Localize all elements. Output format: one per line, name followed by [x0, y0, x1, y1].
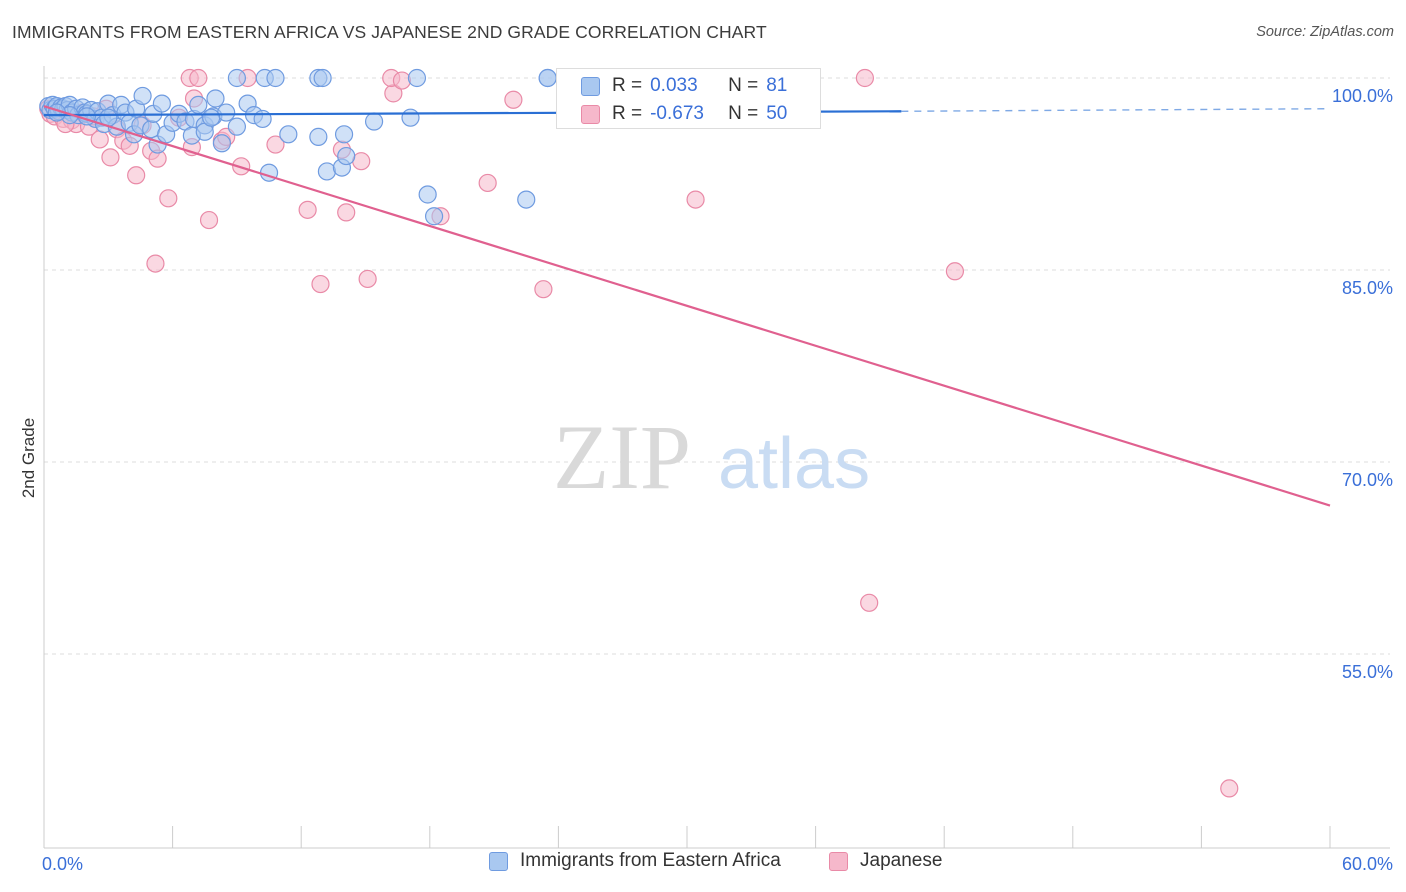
blue-point: [212, 134, 231, 153]
legend-item-japanese[interactable]: Japanese: [829, 850, 942, 872]
blue-point: [424, 207, 444, 226]
watermark-atlas: atlas: [718, 424, 870, 504]
pink-point: [146, 254, 165, 273]
pink-point: [189, 68, 208, 88]
blue-point: [538, 68, 557, 88]
source-label: Source: ZipAtlas.com: [1256, 24, 1394, 40]
r-value: 0.033: [650, 75, 698, 96]
blue-point: [253, 109, 272, 129]
legend-swatch-blue: [581, 76, 600, 96]
blue-point: [202, 108, 221, 127]
n-label: N =: [728, 103, 759, 124]
legend-swatch-pink: [581, 104, 600, 124]
blue-trend-extension: [901, 108, 1331, 112]
pink-point: [337, 203, 356, 222]
pink-point: [860, 593, 879, 612]
x-tick-label: 60.0%: [1342, 854, 1393, 874]
y-tick-label: 85.0%: [1342, 278, 1393, 298]
pink-point: [358, 269, 377, 289]
pink-point: [159, 189, 178, 208]
blue-point: [407, 68, 427, 88]
r-label: R =: [612, 75, 643, 96]
blue-point: [364, 112, 384, 131]
blue-point: [337, 146, 356, 166]
pink-point: [686, 190, 705, 209]
blue-point: [401, 108, 420, 127]
pink-point: [392, 71, 412, 90]
chart-title: IMMIGRANTS FROM EASTERN AFRICA VS JAPANE…: [12, 22, 767, 42]
legend-row-blue: R = 0.033 N = 81: [581, 72, 787, 100]
pink-point: [298, 200, 317, 219]
pink-point: [534, 280, 553, 299]
blue-point: [133, 86, 152, 106]
blue-point: [227, 117, 246, 136]
blue-point: [309, 127, 328, 146]
x-tick-label: 0.0%: [42, 854, 83, 874]
pink-point: [504, 90, 523, 109]
blue-point: [517, 190, 536, 209]
pink-point: [266, 135, 285, 154]
blue-point: [266, 68, 285, 88]
pink-point: [101, 148, 120, 167]
blue-point: [418, 185, 437, 204]
n-label: N =: [728, 75, 759, 96]
legend-label: Immigrants from Eastern Africa: [520, 850, 781, 871]
blue-point: [313, 68, 332, 88]
blue-point: [206, 89, 225, 108]
blue-point: [227, 68, 246, 88]
pink-point: [1220, 779, 1239, 798]
pink-point: [199, 210, 219, 230]
y-axis-title: 2nd Grade: [19, 418, 38, 498]
n-value: 81: [766, 75, 788, 96]
legend-label: Japanese: [860, 850, 943, 871]
pink-point: [945, 262, 965, 281]
pink-point: [478, 173, 497, 193]
blue-point: [279, 125, 298, 144]
y-tick-label: 70.0%: [1342, 470, 1393, 490]
series-legend: Immigrants from Eastern Africa Japanese: [0, 850, 1406, 880]
r-value: -0.673: [650, 103, 704, 124]
blue-point: [189, 95, 208, 114]
legend-row-pink: R = -0.673 N = 50: [581, 100, 787, 128]
y-tick-label: 100.0%: [1332, 86, 1393, 106]
pink-trend-line: [43, 105, 1331, 507]
n-value: 50: [766, 103, 788, 124]
pink-point: [127, 166, 146, 185]
tick-labels: 100.0% 85.0% 70.0% 55.0% 0.0% 60.0%: [42, 86, 1393, 874]
legend-swatch-blue: [489, 851, 508, 871]
correlation-legend: R = 0.033 N = 81 R = -0.673 N = 50: [556, 68, 821, 129]
pink-point: [855, 68, 874, 88]
pink-point: [90, 130, 109, 149]
blue-point: [317, 162, 337, 181]
watermark-zip: ZIP: [553, 406, 691, 508]
r-label: R =: [612, 103, 643, 124]
watermark: ZIP atlas: [553, 406, 870, 508]
axes: [43, 66, 1390, 849]
y-tick-label: 55.0%: [1342, 662, 1393, 682]
blue-point: [334, 125, 354, 144]
pink-point: [311, 274, 330, 294]
blue-point: [152, 94, 171, 113]
legend-swatch-pink: [829, 851, 848, 871]
legend-item-eastern-africa[interactable]: Immigrants from Eastern Africa: [489, 850, 781, 872]
